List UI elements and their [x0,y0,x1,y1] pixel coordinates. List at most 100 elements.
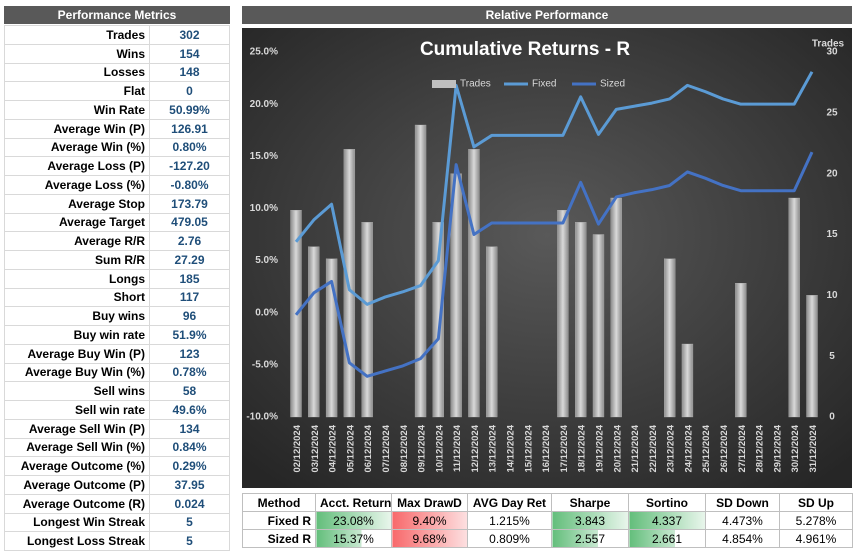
summary-header: Method [242,493,316,512]
chart-title: Cumulative Returns - R [420,39,630,60]
y-tick-label: 0.0% [255,307,278,318]
bar [468,149,480,418]
metric-value: 123 [149,343,230,364]
metric-row: Win Rate 50.99% [4,100,230,120]
metric-value: 0.024 [149,493,230,514]
metric-label: Buy wins [4,306,150,326]
metric-value: 37.95 [149,475,230,495]
bar [788,197,800,418]
metric-row: Average Outcome (%) 0.29% [4,456,230,476]
y2-axis-label: Trades [812,39,845,50]
x-tick-label: 13/12/2024 [488,424,499,472]
metric-label: Longest Win Streak [4,512,150,533]
metric-value: 51.9% [149,325,230,345]
bar [414,124,427,418]
y2-tick-label: 25 [826,107,838,118]
metric-value: 0.78% [149,362,230,383]
x-tick-label: 27/12/2024 [737,424,748,472]
metric-value: 5 [149,531,230,551]
y-tick-label: 15.0% [250,151,278,162]
x-tick-label: 31/12/2024 [808,424,819,472]
chart-background [242,28,852,488]
y-tick-label: -5.0% [252,359,278,370]
summary-cell: 2.661 [628,529,706,548]
metric-value: -0.80% [149,175,230,195]
metric-label: Average Stop [4,193,150,214]
metric-label: Sum R/R [4,250,150,270]
y-tick-label: -10.0% [246,412,278,423]
metric-label: Win Rate [4,100,150,120]
metric-label: Average Outcome (%) [4,456,150,476]
summary-row: Sized R 15.37% 9.68% 0.809% 2.557 2.661 4.854%… [242,529,853,548]
x-tick-label: 11/12/2024 [452,424,463,472]
x-tick-label: 22/12/2024 [648,424,659,472]
x-tick-label: 23/12/2024 [666,424,677,472]
x-tick-label: 18/12/2024 [577,424,588,472]
summary-cell: 23.08% [315,511,392,530]
metric-row: Losses 148 [4,62,230,83]
metric-row: Average Target 479.05 [4,212,230,233]
x-tick-label: 08/12/2024 [399,424,410,472]
x-tick-label: 29/12/2024 [772,424,783,472]
metric-row: Short 117 [4,287,230,308]
metric-label: Average Win (P) [4,118,150,139]
metric-value: 0 [149,81,230,101]
metric-row: Buy win rate 51.9% [4,325,230,345]
x-tick-label: 17/12/2024 [559,424,570,472]
metric-value: 96 [149,306,230,326]
metric-label: Longest Loss Streak [4,531,150,551]
summary-cell: 9.40% [391,511,468,530]
x-tick-label: 04/12/2024 [328,424,339,472]
metric-label: Average Buy Win (%) [4,362,150,383]
bar [735,283,747,418]
metric-value: 185 [149,268,230,289]
metric-label: Wins [4,43,150,64]
metric-row: Longest Win Streak 5 [4,512,230,533]
metric-row: Average Outcome (R) 0.024 [4,493,230,514]
metric-value: 27.29 [149,250,230,270]
metric-label: Sell wins [4,381,150,401]
metric-row: Average Buy Win (%) 0.78% [4,362,230,383]
metric-label: Average Loss (P) [4,156,150,176]
x-tick-label: 12/12/2024 [470,424,481,472]
summary-header: Acct. Return [315,493,392,512]
legend-swatch [432,80,456,88]
x-tick-label: 21/12/2024 [630,424,641,472]
metric-label: Flat [4,81,150,101]
chart: Cumulative Returns - R Trades -10.0% -5.0… [242,28,852,488]
metric-label: Average Buy Win (P) [4,343,150,364]
bar [557,210,569,418]
metric-row: Trades 302 [4,25,230,45]
metric-row: Wins 154 [4,43,230,64]
legend-label: Sized [600,79,625,90]
metric-value: 2.76 [149,231,230,251]
summary-row: Fixed R 23.08% 9.40% 1.215% 3.843 4.337 4.473%… [242,511,853,530]
x-tick-label: 10/12/2024 [434,424,445,472]
summary-header: Sortino [628,493,706,512]
summary-cell: 15.37% [315,529,392,548]
metric-row: Average Buy Win (P) 123 [4,343,230,364]
bar [806,295,818,418]
x-tick-label: 06/12/2024 [363,424,374,472]
line [294,151,814,378]
metric-label: Average Outcome (R) [4,493,150,514]
metric-label: Average Loss (%) [4,175,150,195]
x-tick-label: 24/12/2024 [683,424,694,472]
summary-cell: 3.843 [551,511,629,530]
summary-header: SD Up [779,493,853,512]
metric-row: Average R/R 2.76 [4,231,230,251]
bar [681,343,694,418]
summary-cell: 4.337 [628,511,706,530]
summary-cell: 4.473% [705,511,780,530]
y2-tick-label: 15 [826,229,838,240]
x-tick-label: 15/12/2024 [523,424,534,472]
y-tick-label: 20.0% [250,99,278,110]
metric-value: 0.29% [149,456,230,476]
y2-tick-label: 30 [826,47,838,58]
x-tick-label: 02/12/2024 [292,424,303,472]
legend-label: Fixed [532,79,556,90]
metrics-header: Performance Metrics [4,6,230,24]
summary-cell: 1.215% [467,511,552,530]
bar [664,258,676,418]
summary-header: SD Down [705,493,780,512]
